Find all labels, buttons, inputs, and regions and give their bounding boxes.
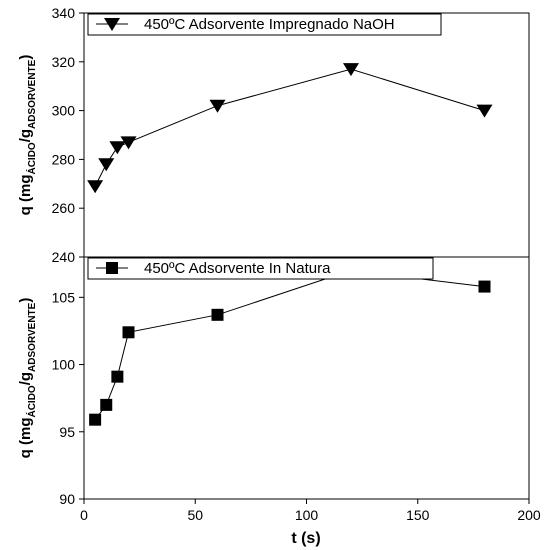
top-y-tick-label: 300 <box>52 103 76 119</box>
top-ylabel-mid: /g <box>17 129 34 142</box>
x-axis: 0 50 100 150 200 <box>80 499 541 523</box>
x-tick-label: 0 <box>80 507 88 523</box>
bottom-data-point <box>100 398 113 411</box>
bottom-legend: 450ºC Adsorvente In Natura <box>87 257 434 280</box>
top-ylabel-sub1: ÁCIDO <box>25 142 38 174</box>
top-data-point <box>120 136 137 150</box>
bottom-plot-frame <box>83 256 530 500</box>
top-y-tick-label: 320 <box>52 54 76 70</box>
top-y-axis: 240 260 280 300 320 340 <box>52 5 84 265</box>
top-ylabel-sub2: ADSORVENTE <box>27 59 38 129</box>
top-y-tick-label: 240 <box>52 249 76 265</box>
bottom-data-point <box>111 370 124 383</box>
top-ylabel-main: q (mg <box>17 175 34 216</box>
top-y-axis-title: q (mgÁCIDO/gADSORVENTE) <box>17 55 38 216</box>
x-tick-label: 150 <box>406 507 430 523</box>
top-y-tick-label: 340 <box>52 5 76 21</box>
bottom-series <box>89 264 491 426</box>
bottom-legend-label: 450ºC Adsorvente In Natura <box>144 260 331 277</box>
bottom-ylabel-end: ) <box>17 298 34 303</box>
top-series <box>87 63 493 194</box>
top-plot-frame <box>83 12 530 258</box>
x-tick-label: 50 <box>187 507 203 523</box>
top-data-point <box>343 63 359 77</box>
top-series-line <box>94 68 485 187</box>
top-y-tick-label: 260 <box>52 200 76 216</box>
x-tick-label: 100 <box>295 507 319 523</box>
top-ylabel-end: ) <box>17 55 34 60</box>
bottom-panel: 90 95 100 105 0 50 100 150 200 450ºC Adsorvente… <box>17 256 541 547</box>
top-data-point <box>98 158 115 172</box>
bottom-y-tick-label: 100 <box>52 357 76 373</box>
bottom-y-axis: 90 95 100 105 <box>52 289 84 507</box>
bottom-data-point <box>89 413 102 426</box>
top-legend-marker <box>104 18 120 31</box>
bottom-series-line <box>94 269 485 420</box>
bottom-ylabel-sub2: ADSORVENTE <box>27 302 38 372</box>
top-data-point <box>109 141 126 155</box>
bottom-y-axis-title: q (mgÁCIDO/gADSORVENTE) <box>17 298 38 459</box>
bottom-ylabel-main: q (mg <box>17 418 34 459</box>
bottom-data-point <box>478 280 491 293</box>
bottom-legend-marker <box>106 262 118 274</box>
bottom-y-tick-label: 95 <box>59 424 75 440</box>
top-data-point <box>476 104 493 118</box>
bottom-ylabel-mid: /g <box>17 372 34 385</box>
x-axis-title: t (s) <box>291 530 320 547</box>
bottom-ylabel-sub1: ÁCIDO <box>25 385 38 417</box>
bottom-y-tick-label: 90 <box>59 491 75 507</box>
top-y-tick-label: 280 <box>52 151 76 167</box>
bottom-legend-box <box>87 257 434 280</box>
bottom-data-point <box>122 326 135 339</box>
top-legend-box <box>87 13 442 36</box>
top-legend-label: 450ºC Adsorvente Impregnado NaOH <box>144 16 395 33</box>
top-data-point <box>87 180 104 194</box>
top-panel: 240 260 280 300 320 340 450ºC Adsorvente Impr… <box>17 5 530 265</box>
top-legend: 450ºC Adsorvente Impregnado NaOH <box>87 13 442 36</box>
bottom-data-point <box>211 308 224 321</box>
top-data-point <box>209 99 226 113</box>
x-tick-label: 200 <box>517 507 541 523</box>
bottom-y-tick-label: 105 <box>52 289 76 305</box>
